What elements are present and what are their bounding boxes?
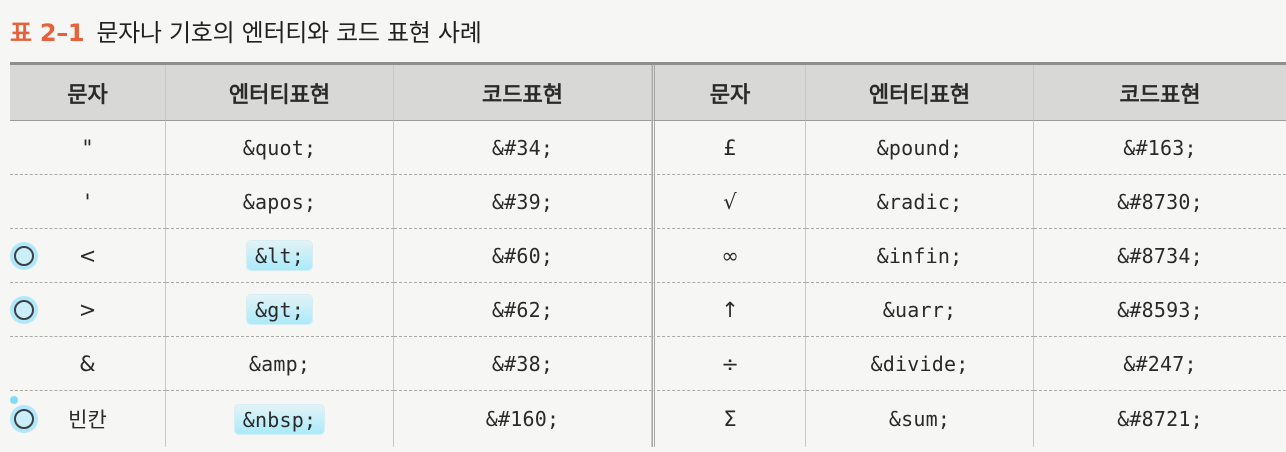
highlighted-entity: &lt;	[247, 241, 312, 270]
table-cell-char: &	[10, 337, 166, 391]
table-cell-code: &#62;	[394, 283, 652, 337]
table-cell-code: &#160;	[394, 391, 652, 447]
table-cell-char: ∞	[652, 229, 806, 283]
table-caption: 표 2–1 문자나 기호의 엔터티와 코드 표현 사례	[10, 10, 482, 50]
table-cell-char: Σ	[652, 391, 806, 447]
header-entity-right: 엔터티표현	[806, 65, 1034, 121]
table-cell-char: ↑	[652, 283, 806, 337]
table-cell-code: &#39;	[394, 175, 652, 229]
table-cell-entity: &apos;	[166, 175, 394, 229]
circle-marker-icon	[14, 245, 34, 266]
header-char-right: 문자	[652, 65, 806, 121]
table-cell-code: &#247;	[1034, 337, 1286, 391]
table-cell-entity: &divide;	[806, 337, 1034, 391]
table-cell-entity: &amp;	[166, 337, 394, 391]
char-value: 빈칸	[68, 408, 107, 432]
header-char-left: 문자	[10, 65, 166, 121]
table-cell-code: &#60;	[394, 229, 652, 283]
table-cell-entity: &nbsp;	[166, 391, 394, 447]
table-cell-entity: &pound;	[806, 121, 1034, 175]
entity-table: 문자 엔터티표현 코드표현 문자 엔터티표현 코드표현 " &quot; &#3…	[10, 62, 1286, 447]
table-cell-code: &#34;	[394, 121, 652, 175]
table-cell-code: &#8730;	[1034, 175, 1286, 229]
table-cell-char: <	[10, 229, 166, 283]
table-cell-code: &#8734;	[1034, 229, 1286, 283]
table-cell-entity: &gt;	[166, 283, 394, 337]
header-entity-left: 엔터티표현	[166, 65, 394, 121]
table-cell-code: &#8593;	[1034, 283, 1286, 337]
table-cell-char: 빈칸	[10, 391, 166, 447]
table-cell-entity: &infin;	[806, 229, 1034, 283]
table-cell-entity: &lt;	[166, 229, 394, 283]
table-cell-entity: &sum;	[806, 391, 1034, 447]
table-cell-entity: &quot;	[166, 121, 394, 175]
table-cell-code: &#38;	[394, 337, 652, 391]
circle-marker-icon	[14, 409, 34, 429]
highlighted-entity: &nbsp;	[234, 404, 325, 434]
table-cell-entity: &uarr;	[806, 283, 1034, 337]
header-code-right: 코드표현	[1034, 65, 1286, 121]
caption-label: 표 2–1	[10, 18, 85, 47]
char-value: >	[78, 297, 97, 322]
table-cell-char: £	[652, 121, 806, 175]
entity-table-wrapper: 문자 엔터티표현 코드표현 문자 엔터티표현 코드표현 " &quot; &#3…	[10, 62, 1286, 447]
table-cell-char: ÷	[652, 337, 806, 391]
char-value: <	[78, 243, 97, 268]
table-cell-code: &#8721;	[1034, 391, 1286, 447]
header-code-left: 코드표현	[394, 65, 652, 121]
table-cell-char: '	[10, 175, 166, 229]
small-marker-icon	[10, 396, 18, 404]
caption-title: 문자나 기호의 엔터티와 코드 표현 사례	[96, 18, 482, 47]
table-cell-entity: &radic;	[806, 175, 1034, 229]
table-cell-code: &#163;	[1034, 121, 1286, 175]
highlighted-entity: &gt;	[247, 295, 312, 324]
circle-marker-icon	[14, 299, 34, 320]
table-cell-char: "	[10, 121, 166, 175]
table-cell-char: >	[10, 283, 166, 337]
table-cell-char: √	[652, 175, 806, 229]
